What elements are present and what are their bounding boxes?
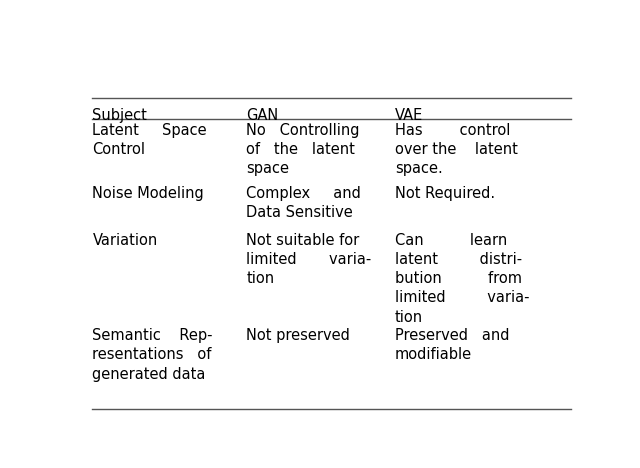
Text: GAN: GAN [246, 109, 278, 124]
Text: Semantic    Rep-
resentations   of
generated data: Semantic Rep- resentations of generated … [92, 328, 213, 381]
Text: Not Required.: Not Required. [395, 186, 495, 201]
Text: Noise Modeling: Noise Modeling [92, 186, 204, 201]
Text: Preserved   and
modifiable: Preserved and modifiable [395, 328, 509, 362]
Text: Latent     Space
Control: Latent Space Control [92, 123, 207, 157]
Text: Not preserved: Not preserved [246, 328, 350, 343]
Text: Subject: Subject [92, 109, 147, 124]
Text: Variation: Variation [92, 233, 157, 248]
Text: Not suitable for
limited       varia-
tion: Not suitable for limited varia- tion [246, 233, 371, 286]
Text: Complex     and
Data Sensitive: Complex and Data Sensitive [246, 186, 361, 220]
Text: Has        control
over the    latent
space.: Has control over the latent space. [395, 123, 518, 176]
Text: VAE: VAE [395, 109, 423, 124]
Text: Can          learn
latent         distri-
bution          from
limited         v: Can learn latent distri- bution from lim… [395, 233, 529, 324]
Text: No   Controlling
of   the   latent
space: No Controlling of the latent space [246, 123, 360, 176]
